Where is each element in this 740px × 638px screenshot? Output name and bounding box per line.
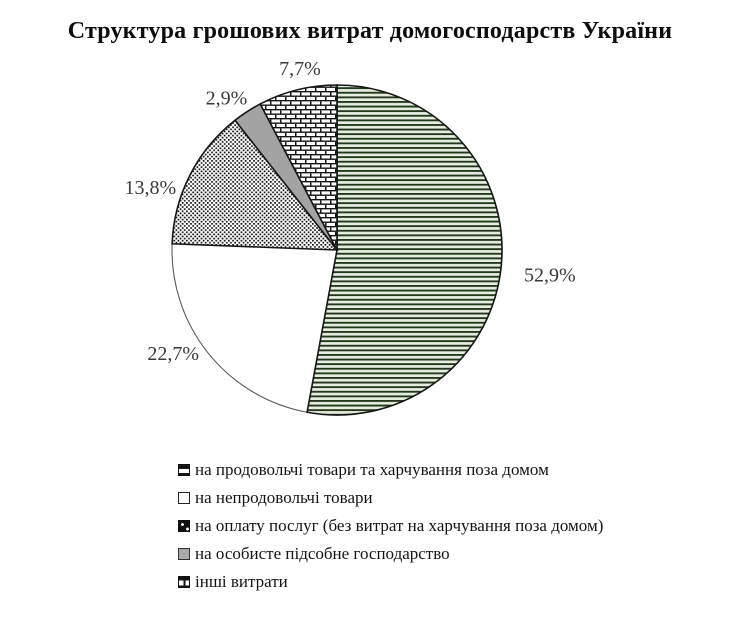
legend-label: на особисте підсобне господарство	[195, 544, 450, 563]
legend-item: інші витрати	[178, 568, 718, 596]
pie-slice-4	[259, 84, 338, 251]
legend-swatch-dots	[178, 520, 190, 532]
legend-swatch-stripes	[178, 464, 190, 476]
legend-label: на оплату послуг (без витрат на харчуван…	[195, 516, 604, 535]
pie-slice-label: 7,7%	[279, 58, 321, 80]
legend-swatch-gray	[178, 548, 190, 560]
legend-item: на продовольчі товари та харчування поза…	[178, 456, 718, 484]
pie-slice-label: 52,9%	[524, 265, 576, 287]
legend-item: на оплату послуг (без витрат на харчуван…	[178, 512, 718, 540]
legend-item: на особисте підсобне господарство	[178, 540, 718, 568]
legend-label: інші витрати	[195, 572, 288, 591]
legend-label: на продовольчі товари та харчування поза…	[195, 460, 549, 479]
pie-chart-svg: 52,9% 22,7% 13,8% 2,9% 7,7%	[124, 58, 576, 416]
legend-item: на непродовольчі товари	[178, 484, 718, 512]
pie-slice-2	[171, 119, 339, 251]
pie-slice-label: 2,9%	[206, 87, 248, 109]
chart-title: Структура грошових витрат домогосподарст…	[67, 18, 673, 44]
legend: на продовольчі товари та харчування поза…	[178, 456, 718, 596]
pie-slice-1	[171, 243, 338, 413]
legend-swatch-white	[178, 492, 190, 504]
legend-label: на непродовольчі товари	[195, 488, 373, 507]
pie-slice-label: 22,7%	[147, 343, 199, 365]
pie-slice-label: 13,8%	[124, 177, 176, 199]
pie-chart: 52,9% 22,7% 13,8% 2,9% 7,7%	[60, 55, 620, 430]
legend-swatch-bricks	[178, 576, 190, 588]
pie-slice-0	[306, 84, 503, 416]
